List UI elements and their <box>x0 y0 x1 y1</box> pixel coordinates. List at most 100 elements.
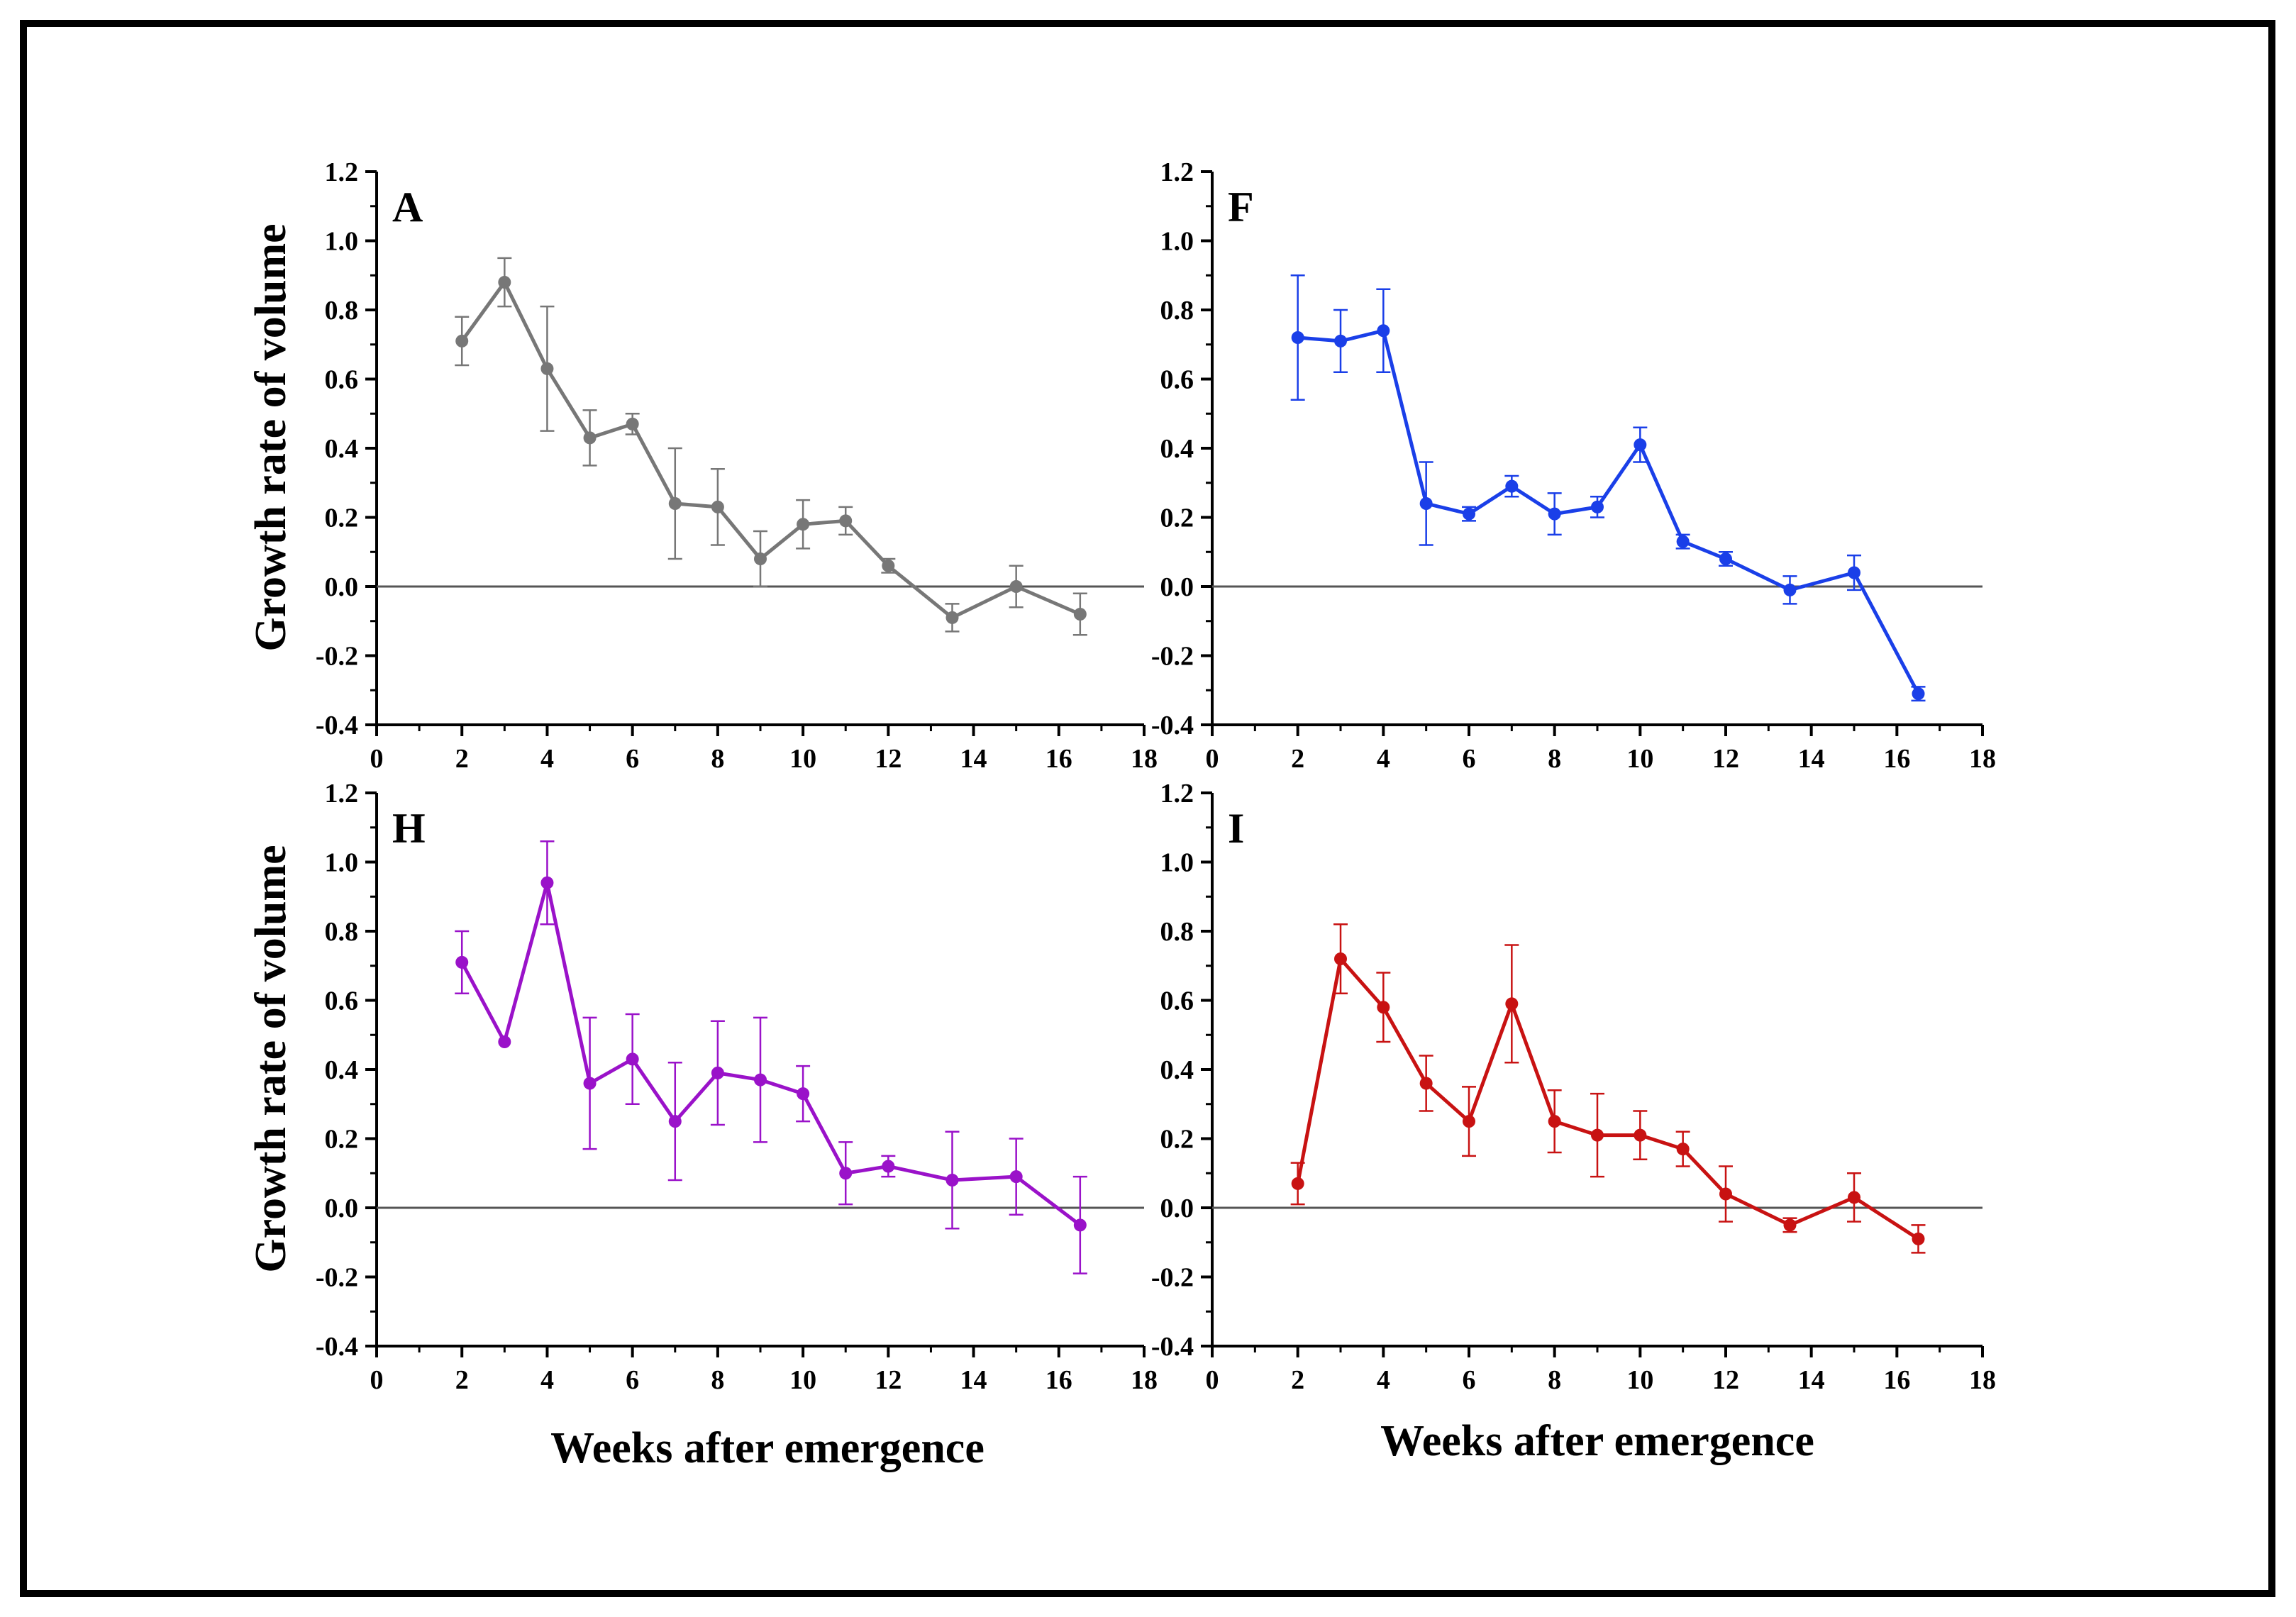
x-tick-label: 14 <box>960 744 987 774</box>
data-point <box>1419 497 1433 510</box>
y-tick-label: 1.2 <box>325 157 359 187</box>
panel-label: F <box>1228 184 1254 230</box>
data-point <box>1848 566 1860 579</box>
data-point <box>1419 1077 1433 1090</box>
x-tick-label: 12 <box>1712 744 1739 774</box>
x-tick-label: 14 <box>1798 1365 1825 1395</box>
data-point <box>1591 500 1604 513</box>
x-tick-label: 10 <box>789 1365 816 1395</box>
panel-i: -0.4 -0.2 0.0 0.2 0.4 0.6 0.8 1.0 1.2 0 2 4 6 8 10 12 14… <box>1151 779 1996 1395</box>
data-point <box>1009 580 1023 593</box>
data-point <box>882 559 895 572</box>
data-point <box>1291 331 1304 344</box>
data-point <box>754 552 767 565</box>
y-tick-label: 0.8 <box>1160 296 1194 326</box>
series-line <box>1296 957 1919 1240</box>
x-tick-label: 18 <box>1969 1365 1996 1395</box>
data-point <box>1634 1128 1647 1142</box>
data-point <box>1377 1001 1390 1014</box>
x-tick-label: 6 <box>1463 1365 1476 1395</box>
data-point <box>668 497 682 510</box>
x-tick-label: 2 <box>455 744 469 774</box>
x-tick-label: 16 <box>1883 744 1910 774</box>
x-tick-label: 0 <box>1206 744 1219 774</box>
data-point <box>1548 507 1561 521</box>
data-point <box>1377 324 1390 338</box>
data-point <box>945 1174 959 1187</box>
y-tick-label: 0.4 <box>1160 434 1194 464</box>
y-tick-label: -0.4 <box>316 711 358 740</box>
panel-a: -0.4 -0.2 0.0 0.2 0.4 0.6 0.8 1.0 1.2 0 2 4 6 8 10 12 14… <box>316 157 1158 774</box>
y-tick-label: 1.2 <box>1160 779 1194 808</box>
data-point <box>498 276 511 289</box>
x-tick-label: 6 <box>626 744 639 774</box>
data-point <box>711 1066 724 1079</box>
x-tick-label: 12 <box>875 744 902 774</box>
y-tick-label: 0.6 <box>325 365 359 395</box>
data-point <box>1009 1170 1023 1184</box>
x-tick-label: 8 <box>1548 1365 1561 1395</box>
data-point <box>1912 1232 1925 1245</box>
y-tick-label: 1.0 <box>325 848 359 878</box>
y-tick-label: 0.0 <box>1160 572 1194 602</box>
data-point <box>1591 1128 1604 1142</box>
x-tick-label: 8 <box>711 744 724 774</box>
x-tick-label: 16 <box>1883 1365 1910 1395</box>
y-tick-label: 1.0 <box>1160 227 1194 257</box>
y-tick-label: 1.2 <box>1160 157 1194 187</box>
x-tick-label: 14 <box>960 1365 987 1395</box>
data-point <box>797 518 810 531</box>
x-tick-label: 18 <box>1969 744 1996 774</box>
y-tick-label: 0.2 <box>325 1125 359 1155</box>
y-tick-label: -0.2 <box>316 1263 358 1293</box>
x-tick-label: 10 <box>1626 1365 1653 1395</box>
x-tick-label: 4 <box>540 744 554 774</box>
data-point <box>1783 583 1797 596</box>
y-tick-label: -0.4 <box>1151 1332 1194 1362</box>
x-tick-label: 2 <box>455 1365 469 1395</box>
series-line <box>1297 328 1920 695</box>
data-point <box>540 876 554 889</box>
data-point <box>711 500 724 513</box>
data-point <box>668 1115 682 1128</box>
x-tick-label: 16 <box>1046 1365 1072 1395</box>
data-point <box>1334 952 1347 965</box>
data-point <box>583 431 597 445</box>
y-tick-label: 0.0 <box>325 1194 359 1223</box>
x-tick-label: 6 <box>1463 744 1476 774</box>
y-tick-label: -0.2 <box>1151 642 1194 672</box>
y-tick-label: 0.4 <box>325 1055 359 1085</box>
data-point <box>455 334 469 348</box>
x-tick-label: 4 <box>1377 744 1390 774</box>
data-point <box>1505 997 1519 1011</box>
y-tick-label: 0.4 <box>325 434 359 464</box>
y-tick-label: -0.4 <box>1151 711 1194 740</box>
y-tick-label: -0.4 <box>316 1332 358 1362</box>
data-point <box>1291 1177 1304 1190</box>
panel-label: I <box>1228 805 1244 852</box>
x-tick-label: 4 <box>1377 1365 1390 1395</box>
y-tick-label: 0.2 <box>1160 1125 1194 1155</box>
panel-label: A <box>392 184 423 230</box>
x-tick-label: 12 <box>875 1365 902 1395</box>
y-tick-label: -0.2 <box>1151 1263 1194 1293</box>
y-tick-label: 0.8 <box>325 917 359 947</box>
panel-label: H <box>392 805 426 852</box>
x-axis-title-right: Weeks after emergence <box>1380 1417 1814 1465</box>
y-tick-label: 0.2 <box>325 504 359 533</box>
data-point <box>1334 334 1347 348</box>
y-tick-label: 0.8 <box>325 296 359 326</box>
y-tick-label: 0.0 <box>1160 1194 1194 1223</box>
y-tick-label: 0.4 <box>1160 1055 1194 1085</box>
data-point <box>839 514 853 528</box>
data-point <box>1912 687 1925 701</box>
data-point <box>1676 535 1690 548</box>
x-tick-label: 10 <box>1626 744 1653 774</box>
data-point <box>1073 1218 1087 1232</box>
data-point <box>754 1073 767 1087</box>
y-tick-label: 1.2 <box>325 779 359 808</box>
y-tick-label: 0.6 <box>1160 365 1194 395</box>
data-point <box>540 362 554 375</box>
series-line <box>460 280 1081 620</box>
y-axis-title-top: Growth rate of volume <box>247 223 295 651</box>
